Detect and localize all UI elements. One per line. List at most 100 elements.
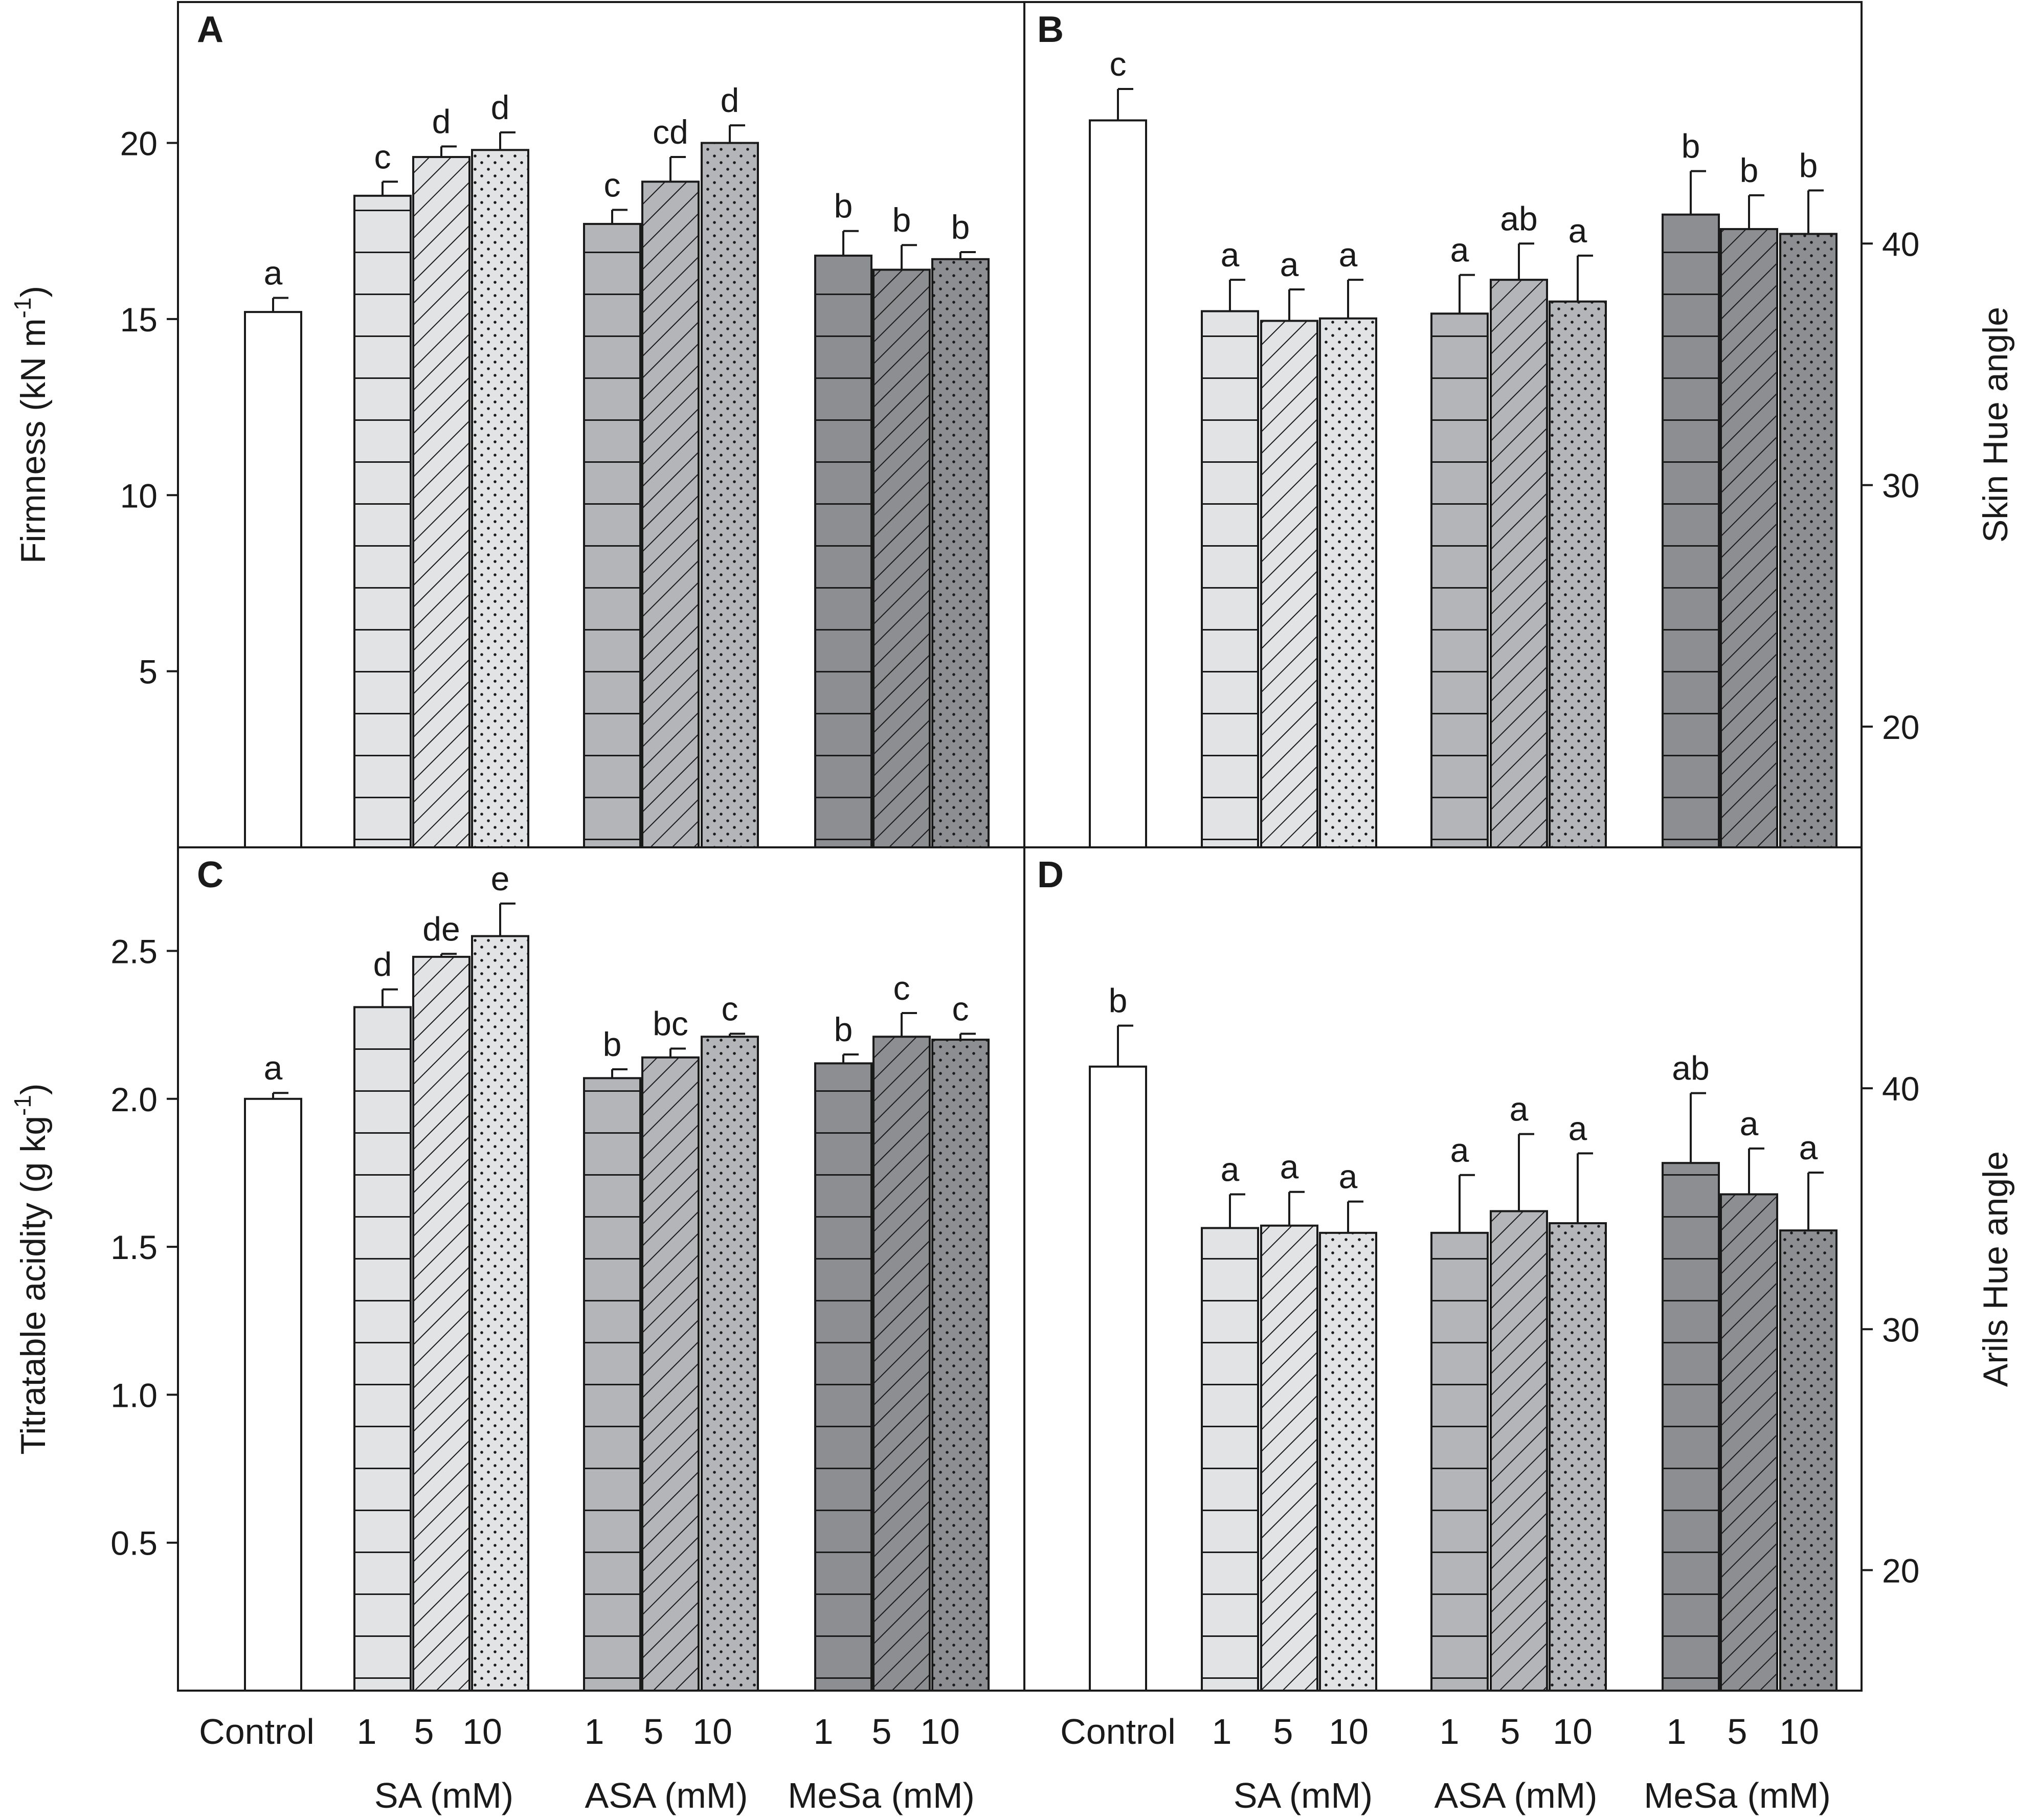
x-label-right-sa-1: 1 (1212, 1712, 1232, 1751)
bar-pattern (1431, 1232, 1488, 1691)
y-tick-label: 20 (1882, 708, 1919, 746)
significance-letter: e (491, 860, 510, 897)
bar-pattern (1261, 1225, 1317, 1691)
bar-pattern (1550, 1223, 1606, 1691)
significance-letter: d (373, 946, 392, 983)
significance-letter: bc (653, 1004, 688, 1042)
significance-letter: b (834, 187, 853, 225)
significance-letter: a (1510, 1090, 1529, 1128)
x-label-left-asa-10: 10 (692, 1712, 732, 1751)
significance-letter: a (1450, 231, 1469, 269)
x-label-right-mesa-5: 5 (1728, 1712, 1747, 1751)
bar-pattern (354, 1007, 411, 1691)
y-tick-label: 2.0 (110, 1081, 158, 1118)
group-label-right-sa: SA (mM) (1234, 1776, 1373, 1815)
group-label-right-mesa: MeSa (mM) (1644, 1776, 1831, 1815)
significance-letter: d (721, 81, 740, 119)
bar-pattern (1780, 234, 1836, 847)
bar-pattern (873, 269, 930, 848)
significance-letter: a (1799, 1129, 1818, 1166)
significance-letter: a (1221, 236, 1240, 274)
group-label-left-asa: ASA (mM) (585, 1776, 748, 1815)
significance-letter: c (722, 990, 738, 1028)
x-label-left-control: Control (199, 1712, 315, 1751)
x-label-left-sa-1: 1 (357, 1712, 377, 1751)
y-tick-label: 30 (1882, 1311, 1919, 1349)
y-axis-label: Titratable acidity (g kg-1) (9, 1083, 53, 1454)
bar-pattern (1202, 1228, 1258, 1691)
significance-letter: b (1740, 151, 1759, 189)
bar-pattern (1721, 229, 1777, 847)
bar-pattern (815, 1063, 871, 1691)
significance-letter: a (1450, 1131, 1469, 1169)
x-label-right-mesa-10: 10 (1779, 1712, 1819, 1751)
x-label-right-sa-5: 5 (1273, 1712, 1293, 1751)
bar-pattern (1491, 280, 1547, 847)
bar-pattern (354, 195, 411, 847)
significance-letter: b (1799, 146, 1818, 184)
significance-letter: c (952, 990, 969, 1028)
x-label-left-mesa-5: 5 (872, 1712, 892, 1751)
x-label-left-sa-10: 10 (462, 1712, 502, 1751)
x-label-left-asa-1: 1 (585, 1712, 604, 1751)
panel-c: C 0.5 1.0 1.5 2.0 2.5 Titratable acidity (g kg… (9, 855, 990, 1692)
significance-letter: d (491, 88, 510, 126)
bar-pattern (873, 1037, 930, 1691)
bar-pattern (1320, 1232, 1376, 1691)
significance-letter: c (374, 138, 391, 175)
significance-letter: b (1109, 982, 1128, 1020)
x-label-left-mesa-1: 1 (814, 1712, 834, 1751)
bar-fill (1090, 1066, 1146, 1691)
significance-letter: b (951, 208, 970, 246)
significance-letter: a (1339, 1158, 1358, 1196)
y-tick-label: 30 (1882, 467, 1919, 505)
group-label-left-sa: SA (mM) (374, 1776, 513, 1815)
bar-pattern (413, 157, 469, 847)
bar-pattern (1780, 1230, 1836, 1691)
bar-pattern (413, 957, 469, 1691)
y-tick-label: 20 (120, 125, 158, 163)
y-tick-label: 20 (1882, 1552, 1919, 1589)
significance-letter: a (1569, 1109, 1587, 1147)
bar-pattern (1663, 1163, 1719, 1691)
y-tick-label: 10 (120, 477, 158, 514)
y-tick-label: 40 (1882, 225, 1919, 263)
y-tick-label: 1.5 (110, 1228, 158, 1266)
x-label-right-asa-1: 1 (1440, 1712, 1460, 1751)
significance-letter: c (1110, 45, 1127, 83)
panel-letter: A (197, 9, 223, 50)
group-label-right-asa: ASA (mM) (1435, 1776, 1598, 1815)
bar-pattern (702, 143, 758, 847)
significance-letter: a (1569, 212, 1587, 250)
bar-pattern (472, 150, 528, 847)
y-axis-label: Skin Hue angle (1976, 307, 2015, 543)
x-label-right-asa-10: 10 (1553, 1712, 1593, 1751)
significance-letter: a (1740, 1105, 1759, 1142)
significance-letter: c (604, 166, 621, 204)
significance-letter: a (1339, 236, 1358, 274)
significance-letter: de (422, 910, 460, 948)
panel-letter: B (1037, 9, 1064, 50)
bar-pattern (584, 1078, 640, 1691)
bar-pattern (472, 936, 528, 1691)
significance-letter: a (264, 254, 283, 292)
bar-pattern (932, 259, 989, 848)
significance-letter: a (1221, 1150, 1240, 1188)
bar-pattern (1261, 321, 1317, 847)
y-tick-label: 15 (120, 301, 158, 339)
bar-pattern (642, 182, 699, 848)
bar-pattern (584, 223, 640, 848)
significance-letter: ab (1500, 199, 1537, 237)
group-labels: SA (mM) ASA (mM) MeSa (mM) SA (mM) ASA (… (374, 1776, 1831, 1815)
significance-letter: a (1280, 1148, 1299, 1186)
bar-pattern (1202, 311, 1258, 848)
significance-letter: ab (1672, 1049, 1709, 1087)
significance-letter: a (264, 1049, 283, 1087)
x-label-right-mesa-1: 1 (1667, 1712, 1687, 1751)
bar-fill (245, 1098, 301, 1691)
